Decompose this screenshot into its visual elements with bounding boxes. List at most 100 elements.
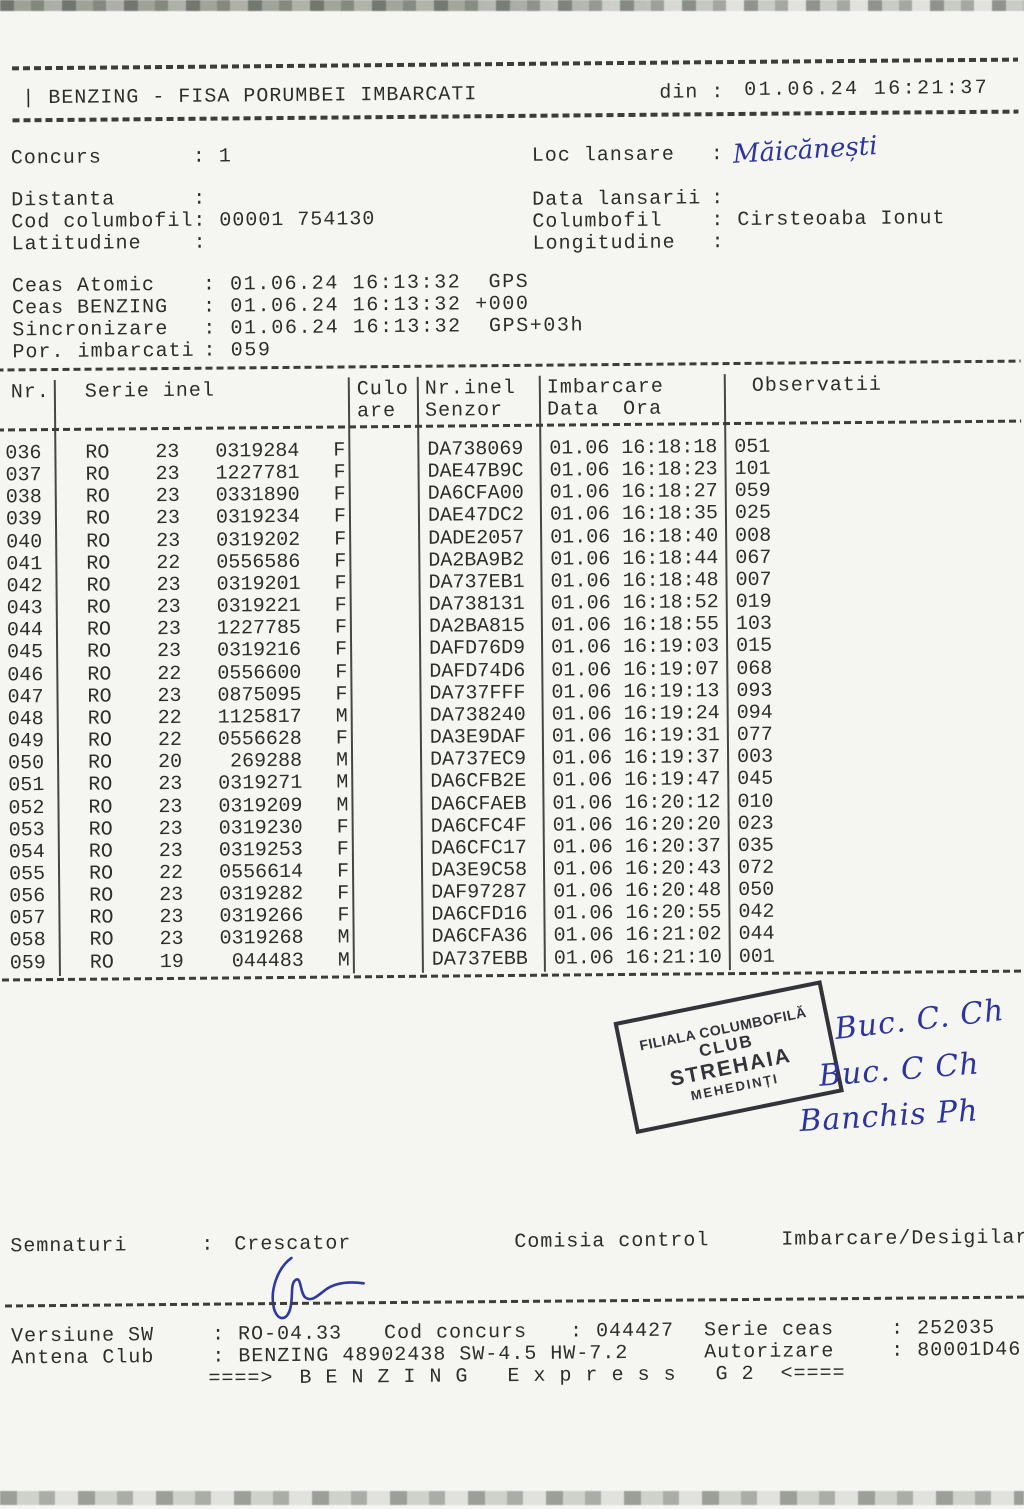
cell-data: 01.06	[551, 725, 613, 749]
cell-ring: 044483	[231, 949, 304, 974]
cell-sex: F	[335, 638, 348, 662]
cell-country: RO	[86, 596, 111, 620]
sincronizare-value: : 01.06.24 16:13:32 GPS+03h	[203, 314, 585, 341]
cell-observatii: 023	[737, 812, 774, 836]
cell-ora: 16:19:03	[623, 635, 720, 660]
cell-data: 01.06	[552, 769, 613, 793]
cell-data: 01.06	[550, 570, 611, 594]
latitudine-value: :	[193, 231, 207, 255]
cell-data: 01.06	[550, 547, 611, 572]
handwritten-note-3: Banchis Ph	[798, 1093, 980, 1140]
cell-observatii: 025	[734, 502, 772, 526]
cell-ring: 0319221	[216, 594, 301, 619]
cell-country: RO	[86, 552, 111, 576]
cell-observatii: 019	[735, 590, 772, 615]
cell-sex: F	[334, 572, 347, 596]
cell-ora: 16:20:20	[624, 812, 721, 837]
cell-ora: 16:19:24	[623, 702, 720, 726]
cell-sex: F	[334, 616, 348, 640]
cell-sex: F	[334, 528, 347, 552]
cell-country: RO	[86, 530, 111, 554]
cell-senzor: DAFD74D6	[429, 659, 526, 684]
cell-country: RO	[87, 663, 112, 687]
cell-observatii: 035	[737, 834, 774, 858]
cell-ring: 0556614	[218, 860, 304, 885]
cell-senzor: DA3E9C58	[430, 858, 528, 883]
cell-observatii: 103	[735, 612, 773, 637]
ceas-atomic-label: Ceas Atomic	[11, 274, 156, 299]
cell-senzor: DA2BA9B2	[428, 548, 525, 573]
cell-year: 23	[156, 573, 181, 598]
cell-ring: 1227785	[216, 617, 302, 641]
cell-ring: 0319202	[216, 528, 301, 553]
cell-country: RO	[86, 618, 112, 642]
cell-sex: F	[335, 683, 348, 707]
cod-columbofil-label: Cod columbofil	[11, 209, 194, 235]
cell-senzor: DA6CFA36	[431, 925, 528, 950]
data-lansarii-label: Data lansarii	[532, 187, 702, 212]
cell-ring: 0319209	[218, 794, 303, 819]
cell-ring: 1227781	[215, 461, 300, 486]
cell-ora: 16:18:35	[621, 502, 719, 527]
cell-nr: 038	[5, 486, 42, 510]
cell-nr: 043	[6, 597, 43, 621]
cell-nr: 054	[8, 840, 45, 865]
cell-data: 01.06	[551, 747, 613, 771]
cell-observatii: 094	[736, 701, 773, 725]
cell-sex: M	[335, 705, 348, 729]
scanner-artifact-bottom	[0, 1491, 1024, 1505]
cell-data: 01.06	[553, 924, 614, 949]
cell-nr: 044	[6, 619, 44, 643]
cell-data: 01.06	[549, 437, 610, 461]
cell-ora: 16:20:55	[625, 901, 722, 926]
por-imbarcati-label: Por. imbarcati	[12, 339, 195, 365]
cell-ora: 16:21:10	[625, 945, 722, 970]
cell-sex: F	[333, 461, 346, 485]
cell-year: 23	[155, 440, 180, 465]
antena-club-label: Antena Club	[11, 1346, 155, 1371]
cell-sex: F	[333, 483, 346, 507]
serie-ceas-value: : 252035	[890, 1316, 996, 1341]
cell-ring: 0319230	[218, 816, 303, 841]
versiune-sw-label: Versiune SW	[11, 1324, 155, 1349]
crescator-signature	[271, 1256, 365, 1320]
cell-country: RO	[89, 884, 114, 908]
cell-ora: 16:19:07	[623, 657, 720, 682]
cell-ring: 0319253	[218, 838, 303, 863]
col-header-imbarcare-2b: Ora	[622, 397, 663, 422]
col-header-serie: Serie inel	[84, 379, 215, 404]
cell-sex: F	[336, 860, 350, 884]
divider	[4, 1295, 1024, 1308]
ceas-benzing-label: Ceas BENZING	[12, 295, 169, 321]
distanta-label: Distanta	[11, 188, 116, 213]
cell-data: 01.06	[552, 858, 614, 882]
scanner-artifact-top	[0, 0, 1024, 11]
cell-ora: 16:18:55	[622, 613, 720, 638]
cell-senzor: DADE2057	[428, 526, 525, 551]
cell-year: 23	[159, 906, 184, 930]
cell-data: 01.06	[549, 503, 611, 528]
loc-lansare-label: Loc lansare	[531, 143, 675, 168]
concurs-label: Concurs	[10, 146, 102, 171]
cell-ora: 16:19:37	[623, 746, 721, 771]
cell-country: RO	[85, 485, 110, 510]
cod-concurs-label: Cod concurs	[383, 1320, 528, 1346]
cell-year: 23	[158, 817, 183, 841]
cell-senzor: DA6CFA00	[427, 482, 524, 507]
imbarcare-desigilare-label: Imbarcare/Desigilare	[781, 1226, 1024, 1252]
cell-ora: 16:20:43	[624, 857, 722, 881]
cell-ora: 16:20:48	[625, 879, 722, 904]
cell-country: RO	[88, 818, 113, 842]
cell-data: 01.06	[553, 880, 614, 904]
cell-year: 23	[158, 773, 183, 797]
cell-country: RO	[87, 707, 112, 731]
cell-data: 01.06	[553, 946, 614, 971]
divider	[0, 419, 1022, 432]
autorizare-label: Autorizare	[704, 1340, 835, 1365]
cell-country: RO	[88, 751, 113, 775]
cell-sex: F	[337, 904, 350, 928]
cell-country: RO	[88, 862, 114, 886]
cell-ring: 0556586	[216, 550, 301, 575]
longitudine-label: Longitudine	[532, 231, 676, 256]
cell-ring: 1125817	[217, 705, 302, 730]
